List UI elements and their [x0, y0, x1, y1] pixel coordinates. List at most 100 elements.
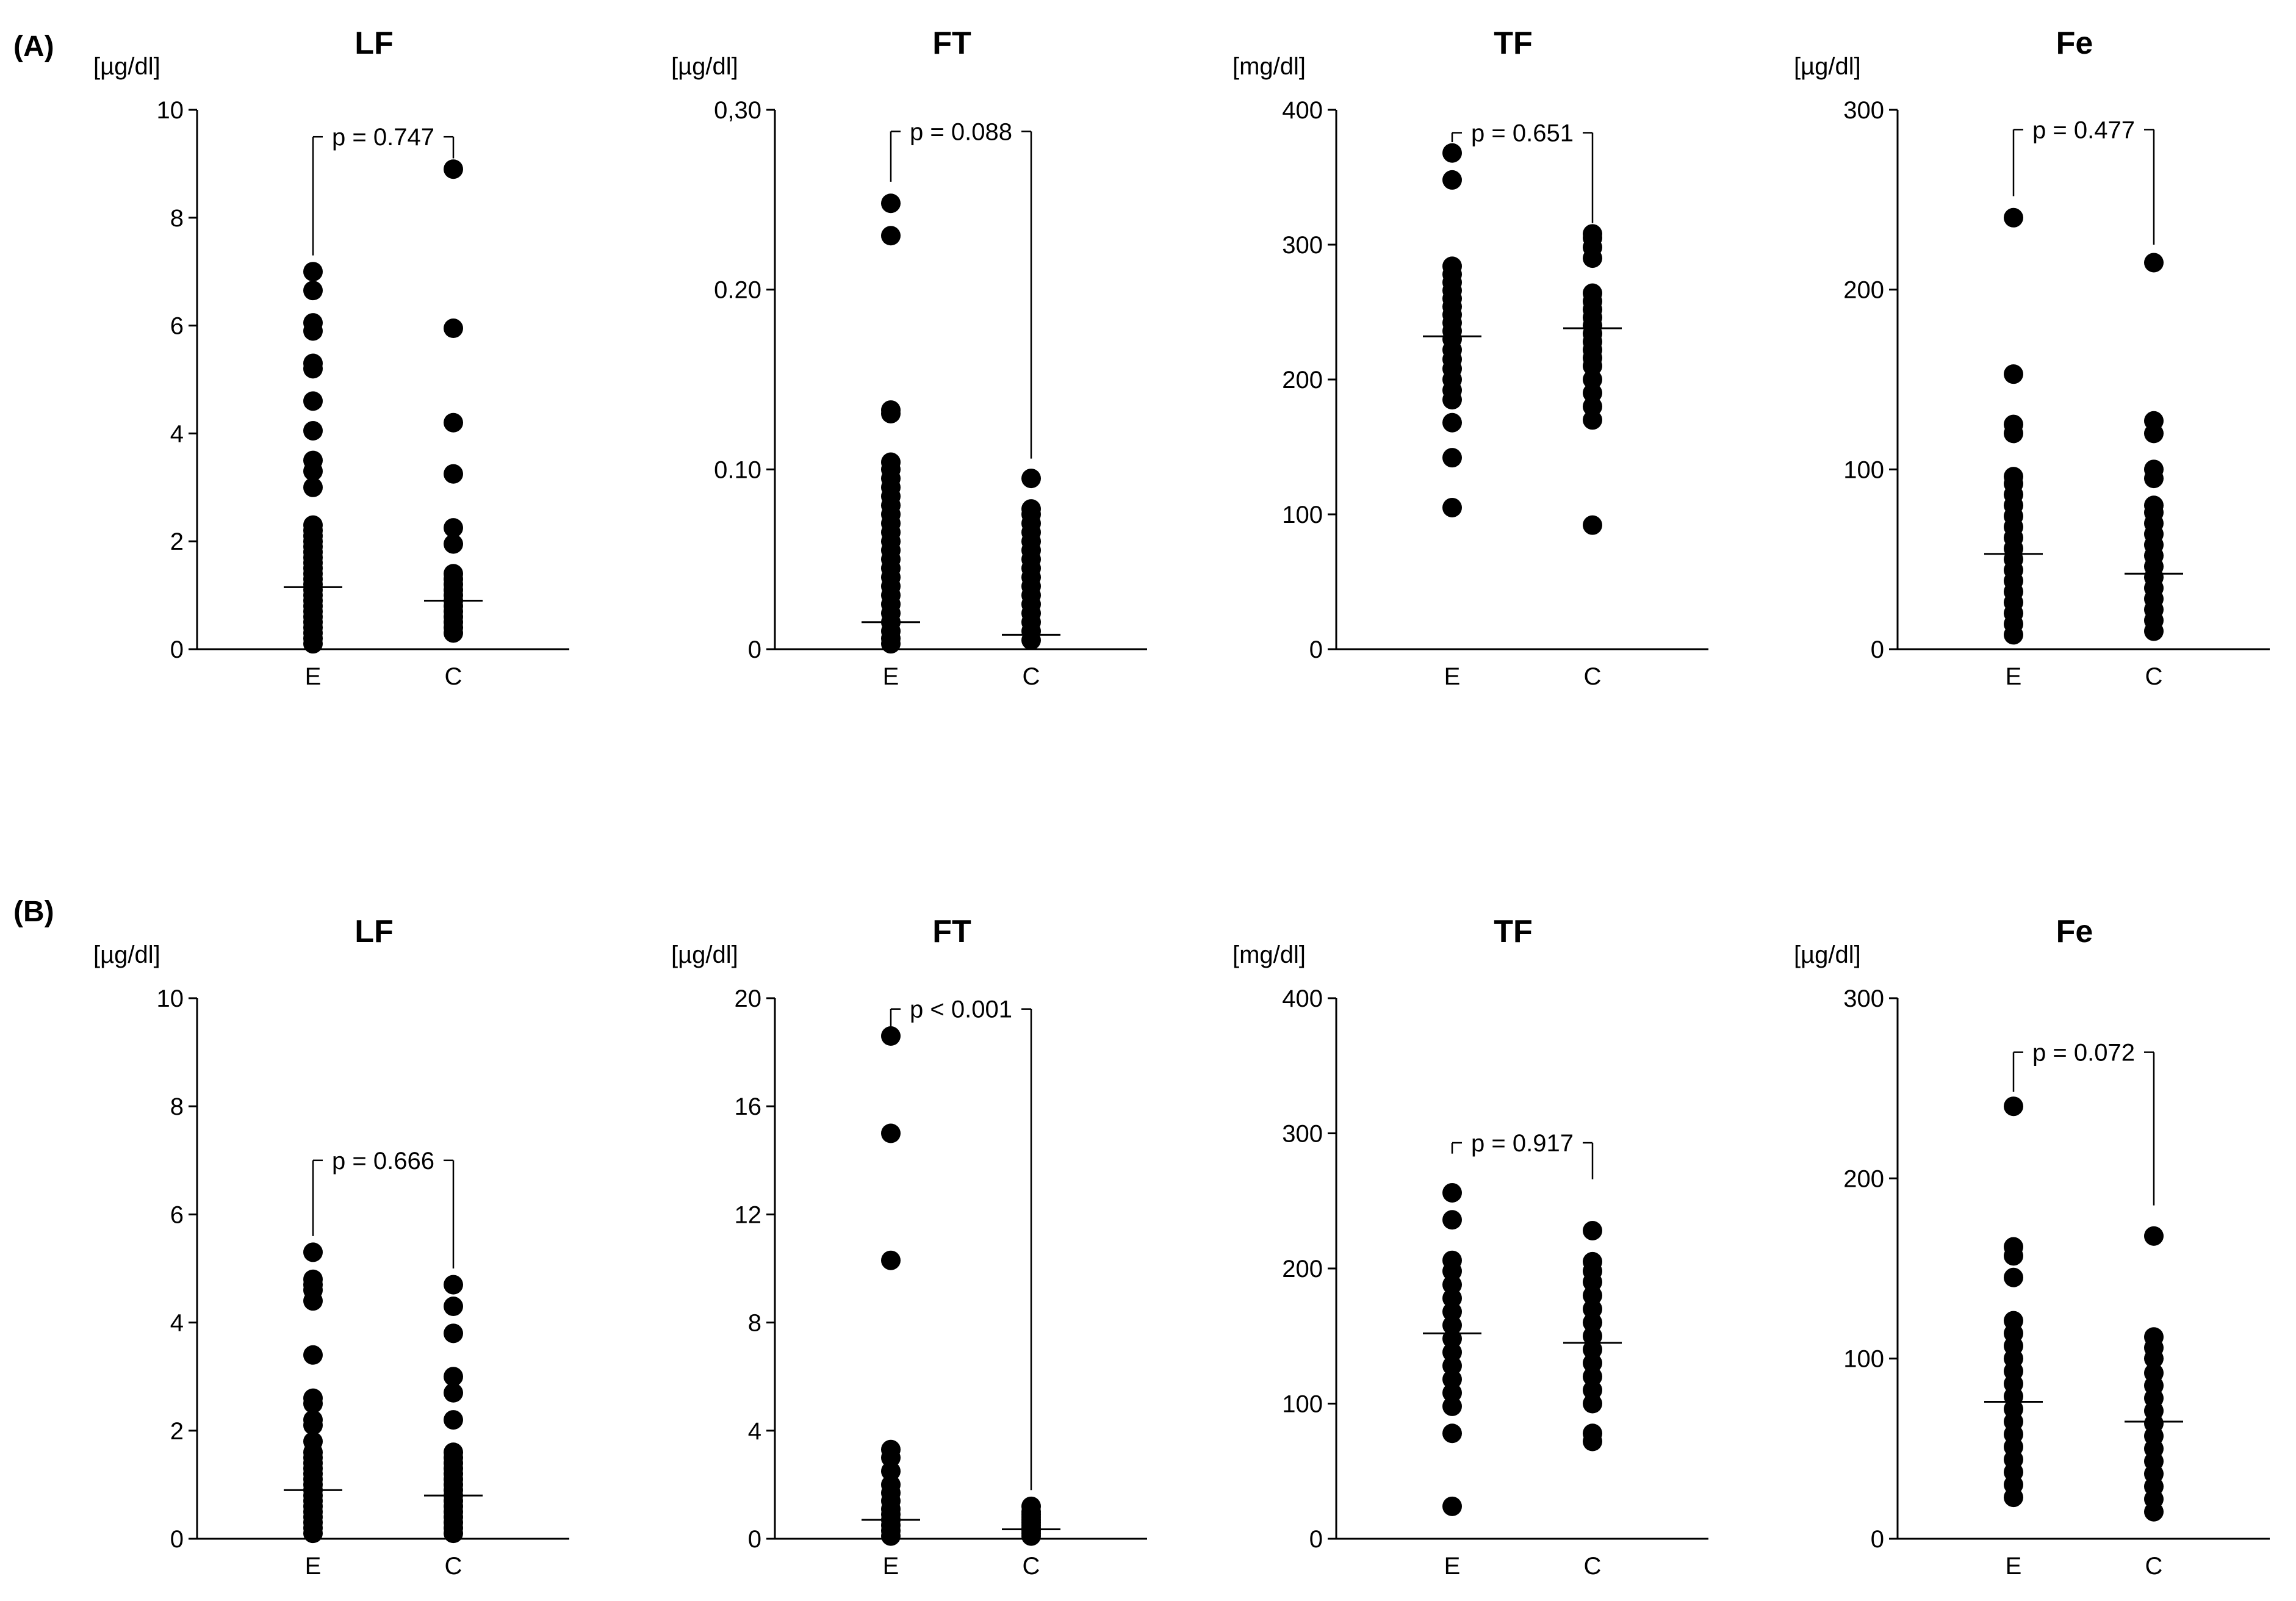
data-point [303, 1242, 323, 1262]
data-point [1583, 1299, 1602, 1319]
y-tick-label: 0.10 [714, 456, 761, 483]
data-point [303, 353, 323, 373]
chart-title: LF [354, 914, 394, 949]
y-tick-label: 4 [170, 1310, 184, 1337]
data-point [1583, 1394, 1602, 1414]
data-point [2004, 467, 2023, 487]
y-tick-label: 300 [1843, 97, 1884, 124]
data-point [444, 564, 463, 584]
data-point [881, 1475, 901, 1495]
y-tick-label: 0 [1871, 636, 1884, 663]
data-point [881, 226, 901, 246]
data-point [303, 1431, 323, 1452]
p-value-label: p = 0.666 [332, 1148, 434, 1175]
y-tick-label: 200 [1843, 277, 1884, 304]
data-point [1021, 1496, 1041, 1516]
y-tick-label: 200 [1282, 1256, 1323, 1283]
data-point [1583, 1423, 1602, 1444]
y-axis-unit: [mg/dl] [1233, 53, 1306, 80]
p-value-label: p = 0.072 [2032, 1040, 2135, 1067]
chart-title: TF [1494, 26, 1533, 61]
data-point [881, 1250, 901, 1270]
data-point [303, 262, 323, 282]
data-point [2144, 495, 2164, 516]
p-value-label: p = 0.477 [2032, 117, 2135, 143]
y-tick-label: 8 [748, 1310, 761, 1337]
data-point [1583, 1220, 1602, 1240]
x-category-label: C [445, 663, 462, 690]
data-point [1442, 1496, 1462, 1516]
data-point [303, 1388, 323, 1408]
chart-1-1: FT [µg/dl] 0 4 8 12 16 20 E Cp < 0.001 [671, 914, 1147, 1580]
x-category-label: E [1444, 663, 1461, 690]
chart-title: LF [354, 26, 394, 61]
charts-group: LF [µg/dl] 0 2 4 6 8 10 E Cp = 0.747 FT [µg/dl] 0 0.1… [93, 26, 2270, 1580]
data-point [1583, 397, 1602, 417]
chart-title: FT [932, 914, 971, 949]
y-tick-label: 100 [1843, 456, 1884, 483]
x-category-label: E [2006, 1553, 2022, 1580]
data-point [444, 159, 463, 179]
data-point [303, 1345, 323, 1365]
p-value-label: p < 0.001 [910, 996, 1012, 1023]
y-tick-label: 100 [1282, 502, 1323, 528]
p-value-label: p = 0.651 [1471, 120, 1574, 147]
data-point [1442, 497, 1462, 517]
data-point [1442, 1301, 1462, 1322]
data-point [303, 450, 323, 470]
y-tick-label: 6 [170, 1201, 184, 1228]
chart-0-3: Fe [µg/dl] 0 100 200 300 E Cp = 0.477 [1794, 26, 2270, 690]
y-tick-label: 2 [170, 528, 184, 555]
data-point [1442, 1369, 1462, 1389]
chart-title: TF [1494, 914, 1533, 949]
y-tick-label: 300 [1843, 985, 1884, 1012]
data-point [444, 1442, 463, 1462]
data-point [1442, 1342, 1462, 1362]
data-point [2144, 1327, 2164, 1347]
data-point [1442, 448, 1462, 468]
y-tick-label: 0 [1309, 1526, 1323, 1553]
y-axis-unit: [µg/dl] [671, 941, 738, 968]
data-point [2004, 1237, 2023, 1257]
data-point [2004, 1311, 2023, 1331]
y-tick-label: 0 [1871, 1526, 1884, 1553]
chart-title: Fe [2056, 26, 2093, 61]
data-point [444, 518, 463, 538]
data-point [1442, 1396, 1462, 1416]
y-tick-label: 400 [1282, 985, 1323, 1012]
data-point [1583, 410, 1602, 430]
data-point [1442, 1315, 1462, 1336]
y-tick-label: 100 [1282, 1391, 1323, 1418]
y-tick-label: 2 [170, 1418, 184, 1445]
panel-label-a: (A) [13, 31, 54, 63]
panel-label-b: (B) [13, 896, 54, 928]
p-value-label: p = 0.917 [1471, 1130, 1574, 1157]
x-category-label: E [1444, 1553, 1461, 1580]
data-point [303, 281, 323, 301]
data-point [2004, 1096, 2023, 1117]
data-point [881, 1461, 901, 1481]
y-tick-label: 10 [157, 97, 184, 124]
data-point [444, 412, 463, 433]
data-point [303, 1269, 323, 1289]
data-point [1442, 1356, 1462, 1376]
y-tick-label: 0 [170, 1526, 184, 1553]
data-point [303, 477, 323, 497]
y-tick-label: 0 [748, 636, 761, 663]
x-category-label: E [305, 1553, 322, 1580]
data-point [444, 318, 463, 339]
data-point [1442, 1250, 1462, 1270]
data-point [444, 534, 463, 554]
data-point [1583, 1380, 1602, 1400]
chart-1-3: Fe [µg/dl] 0 100 200 300 E Cp = 0.072 [1794, 914, 2270, 1580]
x-category-label: C [445, 1553, 462, 1580]
data-point [1583, 1339, 1602, 1359]
chart-title: Fe [2056, 914, 2093, 949]
x-category-label: C [2145, 663, 2163, 690]
data-point [1442, 1423, 1462, 1444]
y-tick-label: 16 [735, 1093, 762, 1120]
data-point [2144, 1226, 2164, 1246]
data-point [1442, 1383, 1462, 1403]
data-point [1442, 1288, 1462, 1308]
